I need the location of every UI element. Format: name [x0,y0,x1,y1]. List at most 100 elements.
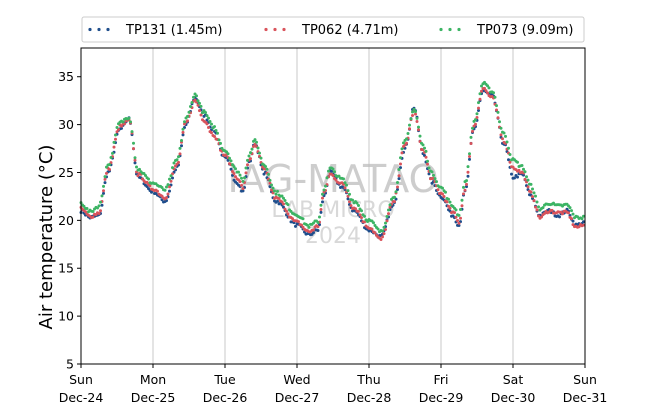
data-point [186,119,189,123]
data-point [354,207,357,211]
data-point [427,172,431,176]
data-point [108,167,111,171]
data-point [321,196,324,200]
data-point [171,176,174,180]
data-point [334,178,338,182]
data-point [421,143,425,147]
data-point [127,116,131,120]
data-point [240,176,243,180]
data-point [189,105,192,109]
y-axis-label: Air temperature (°C) [36,145,57,330]
data-point [484,89,488,93]
data-point [504,134,507,138]
grid-layer [152,48,514,364]
data-point [276,189,279,193]
data-point [130,130,134,134]
data-point [417,128,420,132]
data-point [238,180,242,184]
data-point [348,192,351,196]
data-point [97,212,101,216]
data-point [424,149,428,153]
data-point [181,133,185,137]
data-point [319,207,323,211]
data-point [459,207,462,211]
data-point [166,183,170,187]
data-point [568,206,572,210]
data-point [414,112,417,116]
data-point [187,110,191,114]
data-point [243,176,246,180]
data-point [493,95,497,99]
data-point [457,221,461,225]
data-point [516,175,519,179]
data-point [466,174,470,178]
data-point [282,196,285,200]
data-point [457,223,461,227]
x-tick-day: Mon [140,372,166,387]
data-point [91,210,95,214]
data-point [525,175,528,179]
data-point [135,165,138,169]
data-point [457,213,461,217]
data-point [580,217,584,221]
data-point [348,200,351,204]
data-point [121,120,125,124]
legend: TP131 (1.45m) TP062 (4.71m) TP073 (9.09m) [81,16,585,43]
data-point [396,187,399,191]
data-point [486,84,489,88]
data-point [475,116,479,120]
data-point [453,211,456,215]
data-point [441,186,444,190]
data-point [393,200,396,204]
legend-marker [282,27,286,32]
data-point [276,199,279,203]
data-point [477,109,480,113]
data-point [321,200,324,204]
data-point [274,192,278,196]
data-point [499,133,503,137]
legend-marker [273,27,277,32]
data-point [471,129,474,133]
data-point [316,221,320,224]
data-point [91,215,95,219]
data-point [306,223,309,227]
data-point [265,167,269,171]
data-point [414,110,417,114]
data-point [178,152,182,156]
data-point [241,179,245,183]
data-point [283,199,287,203]
data-point [346,197,350,201]
data-point [240,183,243,187]
data-point [462,185,465,189]
data-point [103,177,107,181]
data-point [277,196,281,200]
data-point [477,106,480,110]
data-point [129,120,132,124]
data-point [112,145,116,149]
data-point [337,174,341,178]
data-point [156,189,159,193]
data-point [208,120,212,124]
data-point [325,176,329,180]
data-point [291,217,294,221]
data-point [454,215,458,219]
data-point [102,184,105,188]
data-point [447,197,450,201]
data-point [192,95,195,99]
data-point [430,170,434,174]
data-point [537,214,540,218]
data-point [469,141,473,145]
data-point [270,183,273,187]
data-point [448,200,452,204]
data-point [330,169,333,173]
data-point [195,94,198,98]
data-point [487,86,491,90]
data-point [133,161,137,165]
x-tick-date: Dec-29 [419,390,464,405]
data-point [331,167,335,171]
data-point [492,91,495,95]
data-point [244,171,248,175]
data-point [534,205,537,209]
data-point [411,110,414,114]
